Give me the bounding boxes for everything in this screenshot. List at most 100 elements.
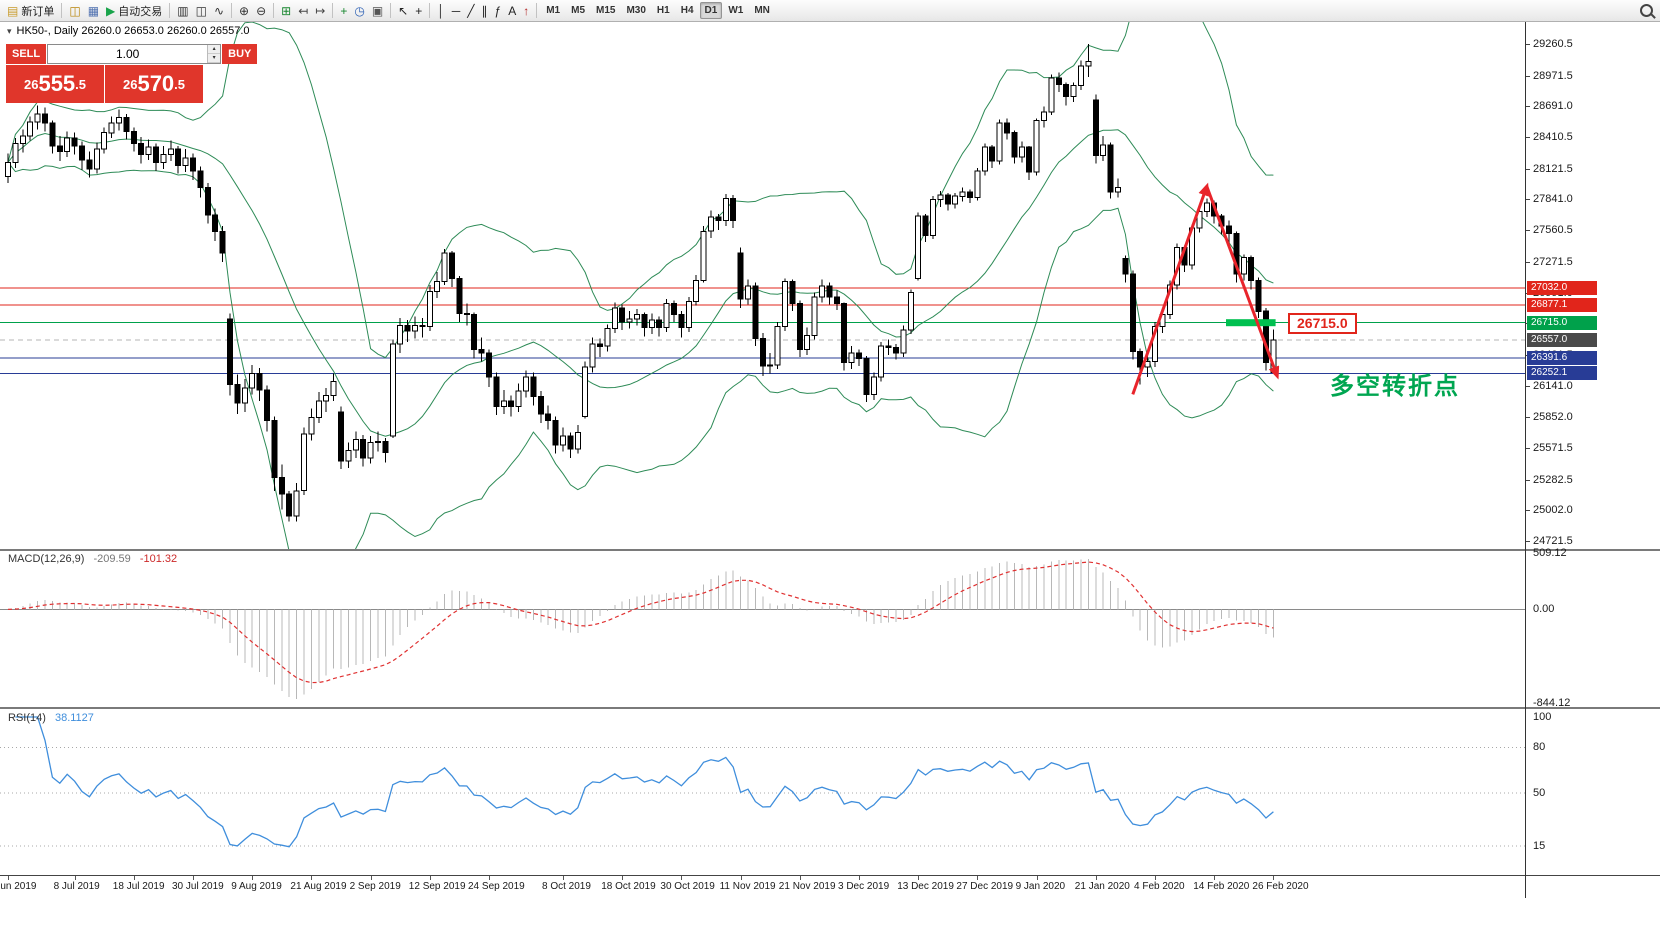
price-scale-label: 27271.5 <box>1533 255 1573 268</box>
price-scale-tick <box>1526 261 1530 263</box>
timeframe-w1-button[interactable]: W1 <box>728 5 744 16</box>
profiles-button[interactable]: ▦ <box>85 2 102 20</box>
new-order-icon: ▤ <box>7 3 19 18</box>
chart-title: HK50-, Daily 26260.0 26653.0 26260.0 265… <box>16 25 250 37</box>
price-tag-annotation[interactable]: 26715.0 <box>1288 312 1357 334</box>
rsi-indicator-label: RSI(14) 38.1127 <box>8 712 94 724</box>
sell-price-button[interactable]: 26 555.5 <box>6 65 104 103</box>
price-scale-tick <box>1526 385 1530 387</box>
price-scale-tick <box>1526 168 1530 170</box>
time-scale-label: 8 Oct 2019 <box>542 881 591 892</box>
sell-button[interactable]: SELL <box>6 44 47 64</box>
trend-arrow-annotation[interactable] <box>1205 185 1280 380</box>
panel-divider[interactable] <box>0 707 1660 709</box>
time-scale-tick <box>681 876 683 880</box>
autotrading-button[interactable]: ▶ 自动交易 <box>103 2 165 20</box>
toolbar-separator <box>273 3 275 18</box>
zoom-in-icon: ⊕ <box>239 3 250 18</box>
time-scale-tick <box>859 876 860 880</box>
volume-increase-button[interactable]: ▴ <box>208 45 221 54</box>
panel-divider <box>0 875 1660 876</box>
fibonacci-button[interactable]: ƒ <box>492 2 505 20</box>
time-scale-tick <box>1273 876 1275 880</box>
timeframe-h1-button[interactable]: H1 <box>656 5 670 16</box>
new-chart-button[interactable]: ◫ <box>66 2 83 20</box>
vertical-line-icon: │ <box>437 3 445 18</box>
price-scale-label: 27841.0 <box>1533 193 1573 206</box>
crosshair-button[interactable]: + <box>412 2 425 20</box>
trendline-button[interactable]: ╱ <box>464 2 477 20</box>
rsi-chart-canvas[interactable] <box>0 709 1525 875</box>
timeframe-d1-button[interactable]: D1 <box>699 2 723 19</box>
toolbar-separator <box>390 3 392 18</box>
candlestick-icon: ◫ <box>195 3 207 18</box>
arrows-button[interactable]: ↑ <box>520 2 532 20</box>
toolbar: ▤ 新订单 ◫ ▦ ▶ 自动交易 ▥ ◫ ∿ ⊕ ⊖ ⊞ ↤ ↦ + ◷ ▣ ↖ + │ ─ ╱ ∥ ƒ A ↑ M1 M5 M15 M3… <box>0 0 1660 22</box>
time-scale-label: 30 Jul 2019 <box>172 881 224 892</box>
time-scale-tick <box>8 876 9 880</box>
time-scale-label: 9 Jan 2020 <box>1015 881 1066 892</box>
timeframe-m5-button[interactable]: M5 <box>571 5 586 16</box>
autotrading-play-icon: ▶ <box>106 3 116 18</box>
volume-input[interactable] <box>48 45 208 63</box>
price-scale-tick <box>1526 137 1530 139</box>
bar-chart-button[interactable]: ▥ <box>174 2 191 20</box>
buy-price-button[interactable]: 26 570.5 <box>105 65 203 103</box>
zoom-out-icon: ⊖ <box>256 3 267 18</box>
price-level-tag: 27032.0 <box>1527 281 1597 295</box>
buy-button[interactable]: BUY <box>222 44 258 64</box>
symbol-search-button[interactable] <box>1637 2 1656 20</box>
trend-note-annotation[interactable]: 多空转折点 <box>1330 373 1460 400</box>
tile-windows-button[interactable]: ⊞ <box>278 2 294 20</box>
text-button[interactable]: A <box>505 2 519 20</box>
timeframe-mn-button[interactable]: MN <box>754 5 770 16</box>
cursor-button[interactable]: ↖ <box>395 2 411 20</box>
rsi-scale-label: 100 <box>1533 711 1552 723</box>
autotrading-button-label: 自动交易 <box>118 5 163 18</box>
auto-scroll-button[interactable]: ↤ <box>295 2 311 20</box>
price-scale[interactable]: 29260.5 28971.5 28691.0 28410.5 28121.5 27841… <box>1525 22 1660 898</box>
trend-arrow-annotation[interactable] <box>1131 182 1209 395</box>
macd-chart-canvas[interactable] <box>0 551 1525 707</box>
time-scale-tick <box>1214 876 1216 880</box>
timeframe-m30-button[interactable]: M30 <box>626 5 646 16</box>
timeframe-m1-button[interactable]: M1 <box>546 5 561 16</box>
channel-button[interactable]: ∥ <box>479 2 491 20</box>
macd-signal-value: -101.32 <box>139 553 178 565</box>
timeframe-h4-button[interactable]: H4 <box>680 5 694 16</box>
vertical-line-button[interactable]: │ <box>434 2 448 20</box>
price-scale-label: 28121.5 <box>1533 162 1573 175</box>
volume-decrease-button[interactable]: ▾ <box>208 54 221 63</box>
horizontal-line-button[interactable]: ─ <box>449 2 464 20</box>
price-scale-label: 29260.5 <box>1533 38 1573 50</box>
one-click-toggle-icon[interactable]: ▾ <box>7 25 12 36</box>
time-scale[interactable]: 5 Jun 2019 8 Jul 2019 18 Jul 2019 30 Jul 20… <box>0 876 1660 898</box>
candlestick-button[interactable]: ◫ <box>193 2 210 20</box>
indicators-button[interactable]: + <box>337 2 350 20</box>
periods-icon: ◷ <box>354 3 365 18</box>
time-scale-tick <box>489 876 490 880</box>
macd-scale-label: 0.00 <box>1533 603 1555 616</box>
panel-divider[interactable] <box>0 549 1660 551</box>
price-scale-label: 28410.5 <box>1533 131 1573 144</box>
line-chart-button[interactable]: ∿ <box>211 2 227 20</box>
main-chart-canvas[interactable] <box>0 22 1525 549</box>
level-highlight-annotation[interactable] <box>1226 319 1276 327</box>
timeframe-m15-button[interactable]: M15 <box>596 5 616 16</box>
chart-shift-icon: ↦ <box>315 3 326 18</box>
chart-shift-button[interactable]: ↦ <box>312 2 328 20</box>
templates-icon: ▣ <box>371 3 384 18</box>
templates-button[interactable]: ▣ <box>369 2 386 20</box>
price-scale-label: 27560.5 <box>1533 224 1573 237</box>
price-scale-label: 25852.0 <box>1533 411 1573 424</box>
time-scale-tick <box>563 876 564 880</box>
macd-indicator-label: MACD(12,26,9) -209.59 -101.32 <box>8 553 177 565</box>
price-scale-tick <box>1526 75 1530 77</box>
search-icon <box>1640 4 1653 17</box>
zoom-in-button[interactable]: ⊕ <box>236 2 252 20</box>
time-scale-label: 14 Feb 2020 <box>1193 881 1250 892</box>
zoom-out-button[interactable]: ⊖ <box>253 2 269 20</box>
periods-button[interactable]: ◷ <box>351 2 367 20</box>
new-order-button[interactable]: ▤ 新订单 <box>4 2 57 20</box>
